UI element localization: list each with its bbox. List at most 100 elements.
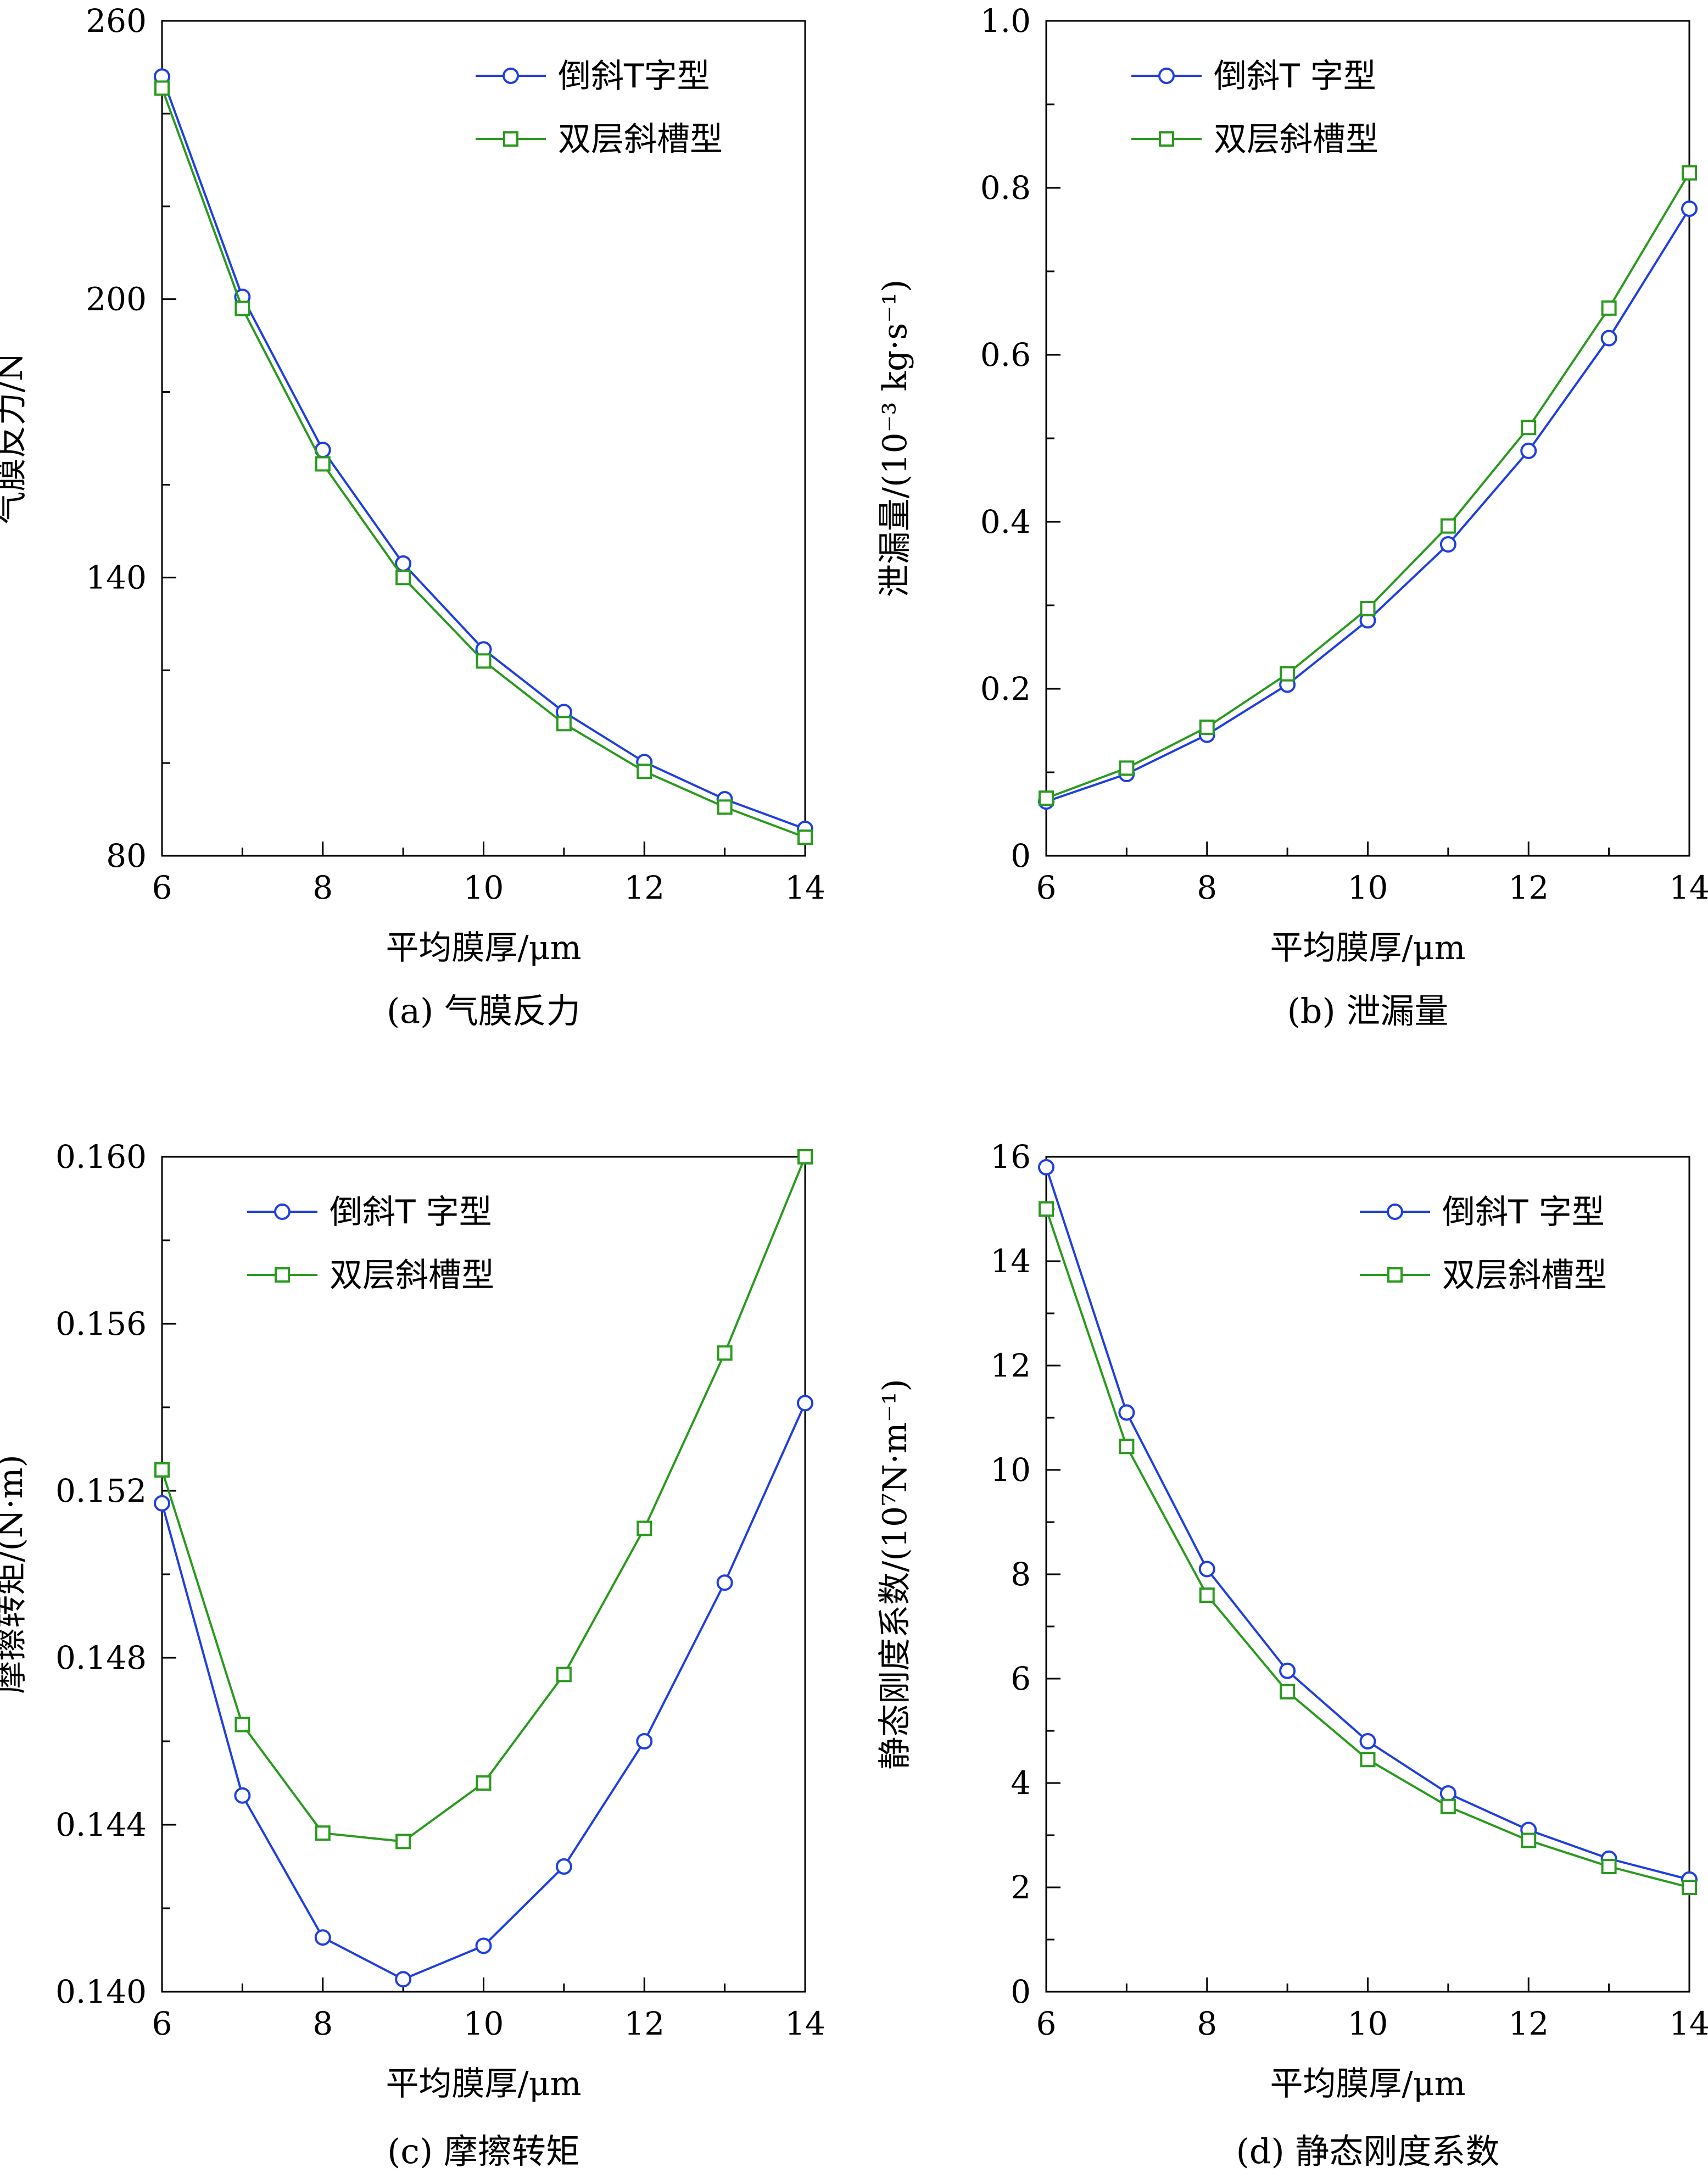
y-tick-label: 0 xyxy=(1011,1973,1031,2010)
x-tick-label: 12 xyxy=(1508,2005,1549,2042)
series-line xyxy=(1046,172,1690,799)
data-point xyxy=(556,1667,572,1682)
y-tick-label: 14 xyxy=(990,1243,1031,1280)
data-point xyxy=(315,456,331,472)
data-point xyxy=(1521,420,1537,436)
y-tick-label: 0.156 xyxy=(55,1305,147,1342)
y-axis-title: 静态刚度系数/(10⁷N·m⁻¹) xyxy=(876,1379,914,1770)
panel-caption: (c) 摩擦转矩 xyxy=(387,2131,580,2171)
y-tick-label: 0.144 xyxy=(55,1806,147,1843)
legend-label: 双层斜槽型 xyxy=(1442,1256,1607,1295)
data-point xyxy=(1039,1201,1054,1217)
legend-label: 倒斜T 字型 xyxy=(330,1193,492,1232)
data-point xyxy=(235,300,250,316)
x-tick-label: 10 xyxy=(1348,869,1388,906)
series-double-layer xyxy=(154,1149,813,1849)
y-tick-label: 16 xyxy=(990,1138,1031,1175)
data-point xyxy=(1439,536,1456,553)
data-point xyxy=(797,829,813,845)
data-point xyxy=(637,764,652,779)
x-tick-label: 10 xyxy=(464,869,504,906)
legend-marker xyxy=(274,1204,291,1220)
legend-label: 双层斜槽型 xyxy=(1214,120,1378,159)
y-axis-title: 泄漏量/(10⁻³ kg·s⁻¹) xyxy=(876,280,914,598)
x-tick-label: 14 xyxy=(785,2005,825,2042)
data-point xyxy=(637,1520,652,1536)
series-inverted-t xyxy=(1038,1159,1698,1888)
x-tick-label: 14 xyxy=(1669,869,1708,906)
data-point xyxy=(1118,1404,1135,1421)
data-point xyxy=(1199,1587,1215,1603)
x-tick-label: 12 xyxy=(624,869,665,906)
data-point xyxy=(1360,601,1376,617)
x-tick-label: 8 xyxy=(312,869,333,906)
x-tick-label: 8 xyxy=(1197,869,1217,906)
y-tick-label: 0.2 xyxy=(980,670,1031,707)
series-line xyxy=(161,87,806,839)
legend-marker xyxy=(503,68,519,84)
y-tick-label: 80 xyxy=(106,837,147,874)
data-point xyxy=(1039,790,1054,806)
data-point xyxy=(556,716,572,732)
x-tick-label: 14 xyxy=(785,869,825,906)
legend-label: 倒斜T 字型 xyxy=(1442,1193,1605,1232)
legend-marker xyxy=(503,131,518,147)
y-tick-label: 12 xyxy=(990,1347,1031,1384)
x-tick-label: 8 xyxy=(312,2005,333,2042)
y-tick-label: 0.148 xyxy=(55,1639,147,1676)
x-tick-label: 10 xyxy=(1348,2005,1388,2042)
y-tick-label: 10 xyxy=(990,1451,1031,1489)
data-point xyxy=(395,570,411,586)
data-point xyxy=(1440,1798,1456,1814)
data-point xyxy=(154,80,170,96)
x-tick-label: 6 xyxy=(152,869,172,906)
chart-panel-c: 6 8 10 12 14 0.140 0.144 0.148 0.152 0.156 0.160 平均… xyxy=(0,1138,825,2171)
panel-caption: (b) 泄漏量 xyxy=(1287,991,1449,1031)
x-tick-label: 6 xyxy=(152,2005,172,2042)
series-line xyxy=(1046,208,1690,803)
chart-panel-d: 6 8 10 12 14 0 2 4 6 8 10 12 14 16 平均膜厚/μm 静态刚度系数/(10⁷N… xyxy=(876,1138,1708,2171)
series-inverted-t xyxy=(154,1395,813,1988)
data-point xyxy=(1359,1733,1376,1750)
x-axis-title: 平均膜厚/μm xyxy=(386,2065,581,2103)
data-point xyxy=(1360,1752,1376,1768)
data-point xyxy=(1038,1159,1054,1175)
y-tick-label: 0.8 xyxy=(980,169,1031,207)
x-axis-title: 平均膜厚/μm xyxy=(386,929,581,967)
x-tick-label: 12 xyxy=(624,2005,665,2042)
data-point xyxy=(636,1733,653,1750)
data-point xyxy=(314,1929,331,1946)
y-tick-label: 0 xyxy=(1011,837,1031,874)
data-point xyxy=(1280,1684,1296,1700)
legend-label: 双层斜槽型 xyxy=(330,1256,494,1295)
data-point xyxy=(797,1395,813,1412)
y-tick-label: 140 xyxy=(86,559,147,596)
y-axis-title: 摩擦转矩/(N·m) xyxy=(0,1455,30,1694)
data-point xyxy=(475,1937,492,1954)
data-point xyxy=(395,1971,412,1988)
y-axis-title: 气膜反力/N xyxy=(0,353,30,525)
series-inverted-t xyxy=(154,68,813,838)
data-point xyxy=(717,799,733,815)
data-point xyxy=(716,1574,733,1591)
data-point xyxy=(797,1149,813,1165)
x-tick-label: 8 xyxy=(1197,2005,1217,2042)
data-point xyxy=(476,1775,492,1791)
data-point xyxy=(1280,666,1296,682)
legend-label: 倒斜T字型 xyxy=(558,57,710,96)
chart-panel-b: 6 8 10 12 14 0 0.2 0.4 0.6 0.8 1.0 平均膜厚/μm 泄漏量/(10⁻³… xyxy=(876,2,1708,1031)
legend-label: 双层斜槽型 xyxy=(558,120,723,159)
series-double-layer xyxy=(154,80,813,845)
data-point xyxy=(235,1717,250,1732)
data-point xyxy=(1119,1439,1135,1455)
chart-panel-a: 6 8 10 12 14 80 140 200 260 平均膜厚/μm 气膜反力/N (a) 气膜反力… xyxy=(0,2,825,1031)
data-point xyxy=(1521,1832,1537,1848)
data-point xyxy=(555,1858,572,1875)
data-point xyxy=(1682,1880,1697,1895)
data-point xyxy=(1681,200,1698,217)
data-point xyxy=(1199,719,1215,735)
y-tick-label: 260 xyxy=(86,2,147,40)
